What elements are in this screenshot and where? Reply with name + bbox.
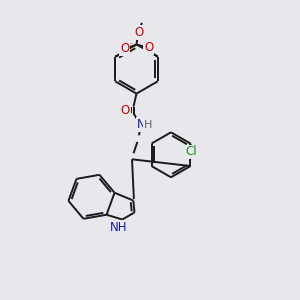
Text: O: O	[121, 103, 130, 117]
Text: O: O	[134, 26, 143, 39]
Text: O: O	[144, 41, 153, 54]
Text: H: H	[143, 119, 152, 130]
Text: NH: NH	[110, 221, 128, 234]
Text: N: N	[136, 118, 146, 131]
Text: methoxy: methoxy	[128, 42, 134, 44]
Text: Cl: Cl	[185, 146, 197, 158]
Text: O: O	[120, 42, 129, 55]
